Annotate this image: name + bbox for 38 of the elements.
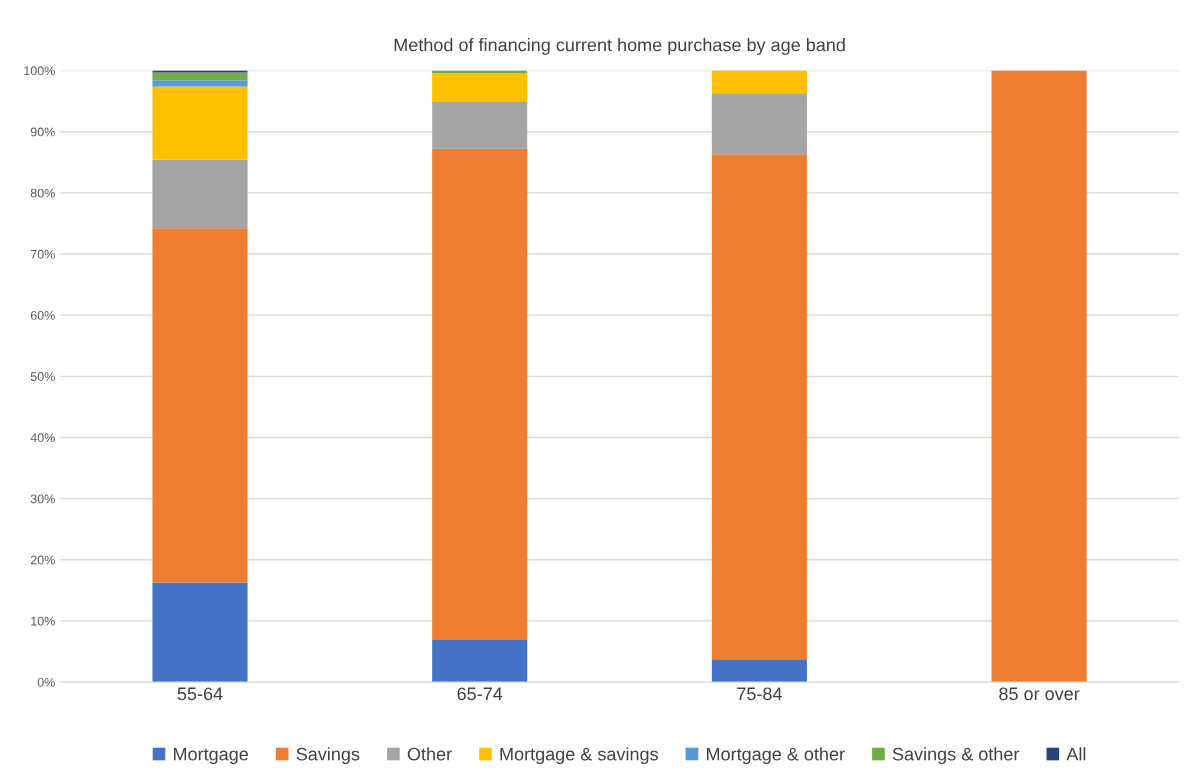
bar bbox=[711, 70, 807, 94]
y-tick-label: 60% bbox=[30, 310, 55, 320]
legend-label: Savings bbox=[296, 747, 360, 765]
y-tick-label: 80% bbox=[30, 188, 55, 198]
y-tick-label: 0% bbox=[37, 677, 55, 687]
legend-label: Mortgage & other bbox=[707, 747, 845, 765]
bar bbox=[152, 80, 248, 87]
bar bbox=[432, 639, 528, 683]
x-tick-label: 65-74 bbox=[457, 687, 503, 701]
y-tick-label: 90% bbox=[30, 127, 55, 137]
legend-label: All bbox=[1066, 747, 1086, 761]
y-tick-label: 20% bbox=[30, 555, 55, 565]
y-tick-label: 100% bbox=[24, 66, 55, 76]
x-tick-label: 75-84 bbox=[737, 687, 782, 701]
y-tick-label: 70% bbox=[30, 249, 55, 259]
x-tick-label: 85 or over bbox=[999, 687, 1080, 701]
bar bbox=[432, 148, 528, 640]
x-tick-label: 55-64 bbox=[177, 687, 223, 701]
y-tick-label: 10% bbox=[31, 616, 55, 626]
legend-label: Savings & other bbox=[892, 747, 1020, 765]
y-tick-label: 30% bbox=[30, 494, 55, 504]
y-tick-label: 40% bbox=[30, 433, 55, 443]
legend-label: Mortgage bbox=[174, 747, 248, 765]
bar bbox=[152, 582, 248, 683]
chart-title: Method of financing current home purchase by age band bbox=[394, 38, 845, 55]
bar bbox=[152, 72, 248, 81]
bar bbox=[711, 93, 807, 155]
bar bbox=[152, 228, 248, 583]
bar bbox=[432, 73, 528, 102]
bar bbox=[991, 70, 1087, 683]
bar bbox=[711, 660, 807, 683]
bar bbox=[432, 101, 528, 149]
bar bbox=[152, 159, 248, 229]
bar bbox=[152, 86, 248, 160]
y-tick-label: 50% bbox=[30, 372, 55, 381]
legend-label: Other bbox=[407, 747, 452, 761]
bar bbox=[711, 154, 807, 661]
legend-label: Mortgage & savings bbox=[500, 747, 658, 765]
